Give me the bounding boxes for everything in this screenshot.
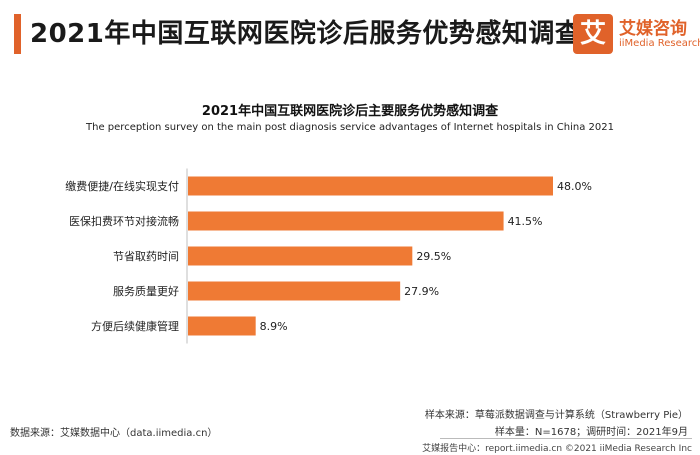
- bar-value-label: 8.9%: [260, 320, 288, 333]
- bar-value-label: 29.5%: [416, 250, 451, 263]
- bar-value-label: 41.5%: [508, 215, 543, 228]
- logo-mark-icon: 艾: [573, 14, 613, 54]
- footer-divider: [440, 438, 692, 439]
- chart-subtitle: The perception survey on the main post d…: [86, 122, 614, 133]
- bar: [188, 211, 504, 231]
- bar: [188, 246, 413, 266]
- category-label: 方便后续健康管理: [91, 319, 179, 333]
- logo-name-cn: 艾媒咨询: [619, 19, 687, 39]
- bar: [188, 176, 553, 196]
- bar: [188, 316, 256, 336]
- category-label: 医保扣费环节对接流畅: [69, 214, 179, 228]
- iimedia-logo: 艾 艾媒咨询 iiMedia Research: [573, 12, 700, 58]
- sample-source: 样本来源：草莓派数据调查与计算系统（Strawberry Pie）: [424, 410, 688, 421]
- bar-value-label: 48.0%: [557, 180, 592, 193]
- category-label: 节省取药时间: [113, 250, 179, 263]
- bar: [188, 281, 401, 301]
- logo-name-en: iiMedia Research: [619, 38, 700, 49]
- chart-title: 2021年中国互联网医院诊后主要服务优势感知调查: [201, 104, 499, 119]
- title-accent-bar: [14, 14, 21, 54]
- page-title: 2021年中国互联网医院诊后服务优势感知调查: [30, 19, 582, 49]
- sample-info: 样本量：N=1678；调研时间：2021年9月: [494, 427, 688, 438]
- data-source: 数据来源：艾媒数据中心（data.iimedia.cn）: [10, 428, 218, 439]
- bar-value-label: 27.9%: [404, 285, 439, 298]
- category-label: 服务质量更好: [113, 284, 179, 298]
- report-center-footer: 艾媒报告中心：report.iimedia.cn ©2021 iiMedia R…: [422, 444, 692, 454]
- category-label: 缴费便捷/在线实现支付: [65, 179, 179, 193]
